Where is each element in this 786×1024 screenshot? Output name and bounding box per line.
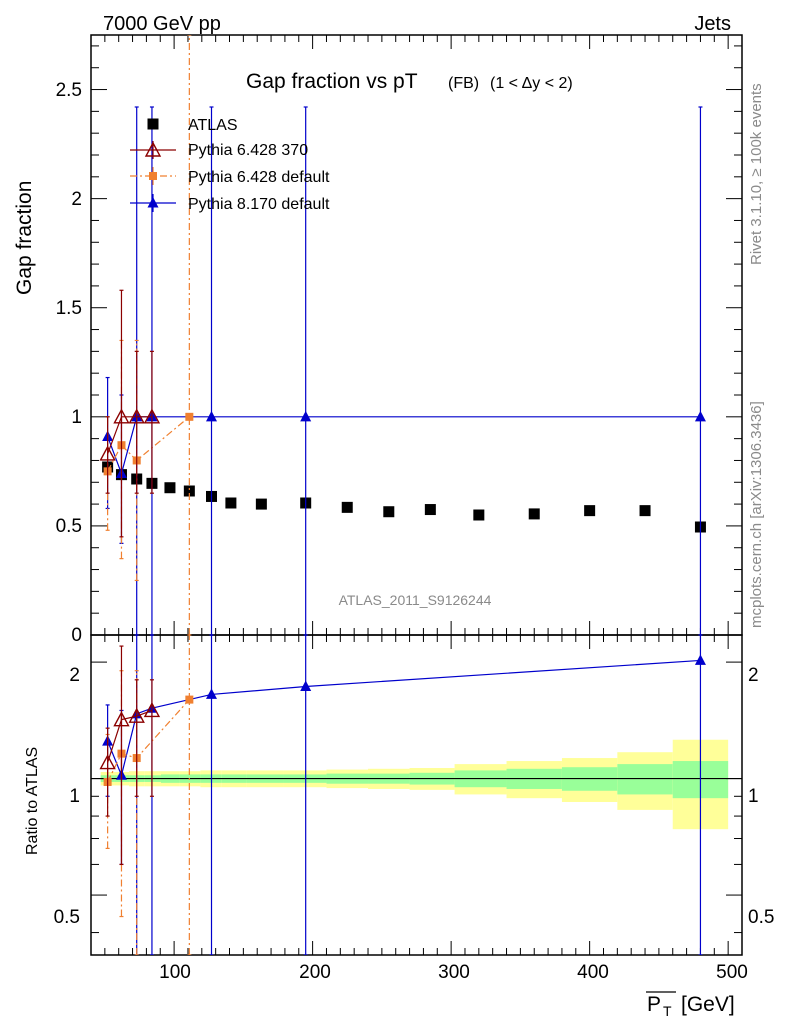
main-series-0	[102, 461, 706, 533]
ratio-plot-data	[99, 635, 706, 955]
x-axis-label: P T [GeV]	[646, 991, 735, 1019]
main-data-point	[225, 497, 237, 509]
ratio-series-line	[107, 709, 153, 763]
x-tick-label: 300	[438, 962, 470, 983]
ratio-data-point	[113, 711, 130, 727]
main-data-point	[113, 408, 130, 424]
main-y-tick-labels: 0 0.5 1 1.5 2 2.5	[56, 80, 82, 646]
analysis-label: ATLAS_2011_S9126244	[339, 592, 492, 608]
legend-symbol	[144, 141, 162, 157]
x-axis-label-unit: [GeV]	[681, 993, 735, 1016]
mcplots-label: mcplots.cern.ch [arXiv:1306.3436]	[748, 401, 765, 628]
main-data-point	[206, 410, 218, 422]
legend: ATLAS Pythia 6.428 370 Pythia 6.428 defa…	[130, 117, 330, 213]
y-axis-label-ratio: Ratio to ATLAS	[24, 747, 41, 855]
rivet-label: Rivet 3.1.10, ≥ 100k events	[748, 83, 765, 265]
ratio-y-tick-label-right: 1	[748, 786, 759, 807]
ratio-data-point	[300, 680, 312, 691]
y-tick-label: 0.5	[56, 516, 82, 537]
y-tick-label: 2	[71, 189, 82, 210]
main-data-point	[639, 505, 651, 517]
ratio-y-tick-label-right: 0.5	[748, 907, 774, 928]
main-data-point	[584, 505, 596, 517]
ratio-y-tick-label-left: 0.5	[54, 907, 80, 928]
ratio-series-line	[107, 659, 701, 778]
x-axis-label-symbol: P	[647, 993, 661, 1016]
plot-title: Gap fraction vs pT (FB) (1 < Δy < 2)	[246, 70, 573, 93]
ratio-data-point	[185, 695, 194, 704]
ratio-data-point	[143, 701, 161, 718]
legend-symbol	[149, 172, 157, 180]
ratio-series-2	[103, 635, 194, 955]
y-tick-label: 0	[71, 625, 82, 646]
title-main: Gap fraction vs pT	[246, 70, 418, 93]
axis-ticks	[91, 35, 742, 955]
ratio-data-point	[99, 754, 116, 770]
main-series-3	[102, 106, 706, 635]
x-tick-label: 100	[159, 962, 191, 983]
ratio-y-tick-labels: 0.5 1 2 0.5 1 2	[54, 665, 775, 928]
main-series-line	[107, 416, 152, 455]
title-sub: (FB)	[448, 75, 479, 92]
ratio-data-point	[694, 654, 706, 665]
legend-label-py6-default: Pythia 6.428 default	[188, 169, 330, 186]
title-cut: (1 < Δy < 2)	[490, 75, 573, 92]
y-tick-label: 2.5	[56, 80, 82, 101]
ratio-y-tick-label-right: 2	[748, 665, 759, 686]
main-series-line	[107, 416, 190, 472]
legend-symbol-atlas	[147, 118, 159, 130]
y-tick-label: 1	[71, 407, 82, 428]
main-data-point	[164, 482, 176, 494]
main-data-point	[99, 445, 116, 461]
main-data-point	[473, 509, 485, 521]
x-axis-label-subscript: T	[663, 1003, 672, 1019]
header-process: Jets	[694, 13, 731, 35]
legend-symbol	[147, 197, 159, 208]
main-data-point	[183, 485, 195, 497]
legend-label-py8-default: Pythia 8.170 default	[188, 196, 330, 213]
header-energy: 7000 GeV pp	[103, 13, 221, 35]
y-axis-label-main: Gap fraction	[13, 181, 36, 295]
main-data-point	[528, 508, 540, 520]
legend-label-atlas: ATLAS	[188, 117, 238, 134]
x-tick-labels: 100 200 300 400 500	[159, 962, 748, 983]
main-series-line	[107, 416, 701, 476]
main-data-point	[185, 412, 194, 421]
legend-label-py6-370: Pythia 6.428 370	[188, 142, 308, 159]
main-data-point	[255, 498, 267, 510]
ratio-y-tick-label-left: 1	[69, 786, 80, 807]
ratio-plot-frame	[90, 634, 743, 956]
main-data-point	[128, 408, 145, 424]
main-data-point	[143, 408, 161, 424]
x-tick-label: 500	[716, 962, 748, 983]
main-data-point	[694, 410, 706, 422]
main-data-point	[341, 501, 353, 513]
y-tick-label: 1.5	[56, 298, 82, 319]
main-data-point	[424, 504, 436, 516]
ratio-y-tick-label-left: 2	[69, 665, 80, 686]
ratio-data-point	[206, 688, 218, 699]
ratio-series-1	[99, 645, 161, 866]
ratio-band-inner	[617, 764, 673, 795]
main-plot-data	[99, 35, 706, 635]
main-series-1	[99, 289, 161, 538]
main-data-point	[383, 506, 395, 518]
ratio-uncertainty-bands	[91, 739, 742, 830]
ratio-data-point	[128, 707, 145, 723]
x-tick-label: 200	[299, 962, 331, 983]
main-data-point	[300, 410, 312, 422]
x-tick-label: 400	[577, 962, 609, 983]
